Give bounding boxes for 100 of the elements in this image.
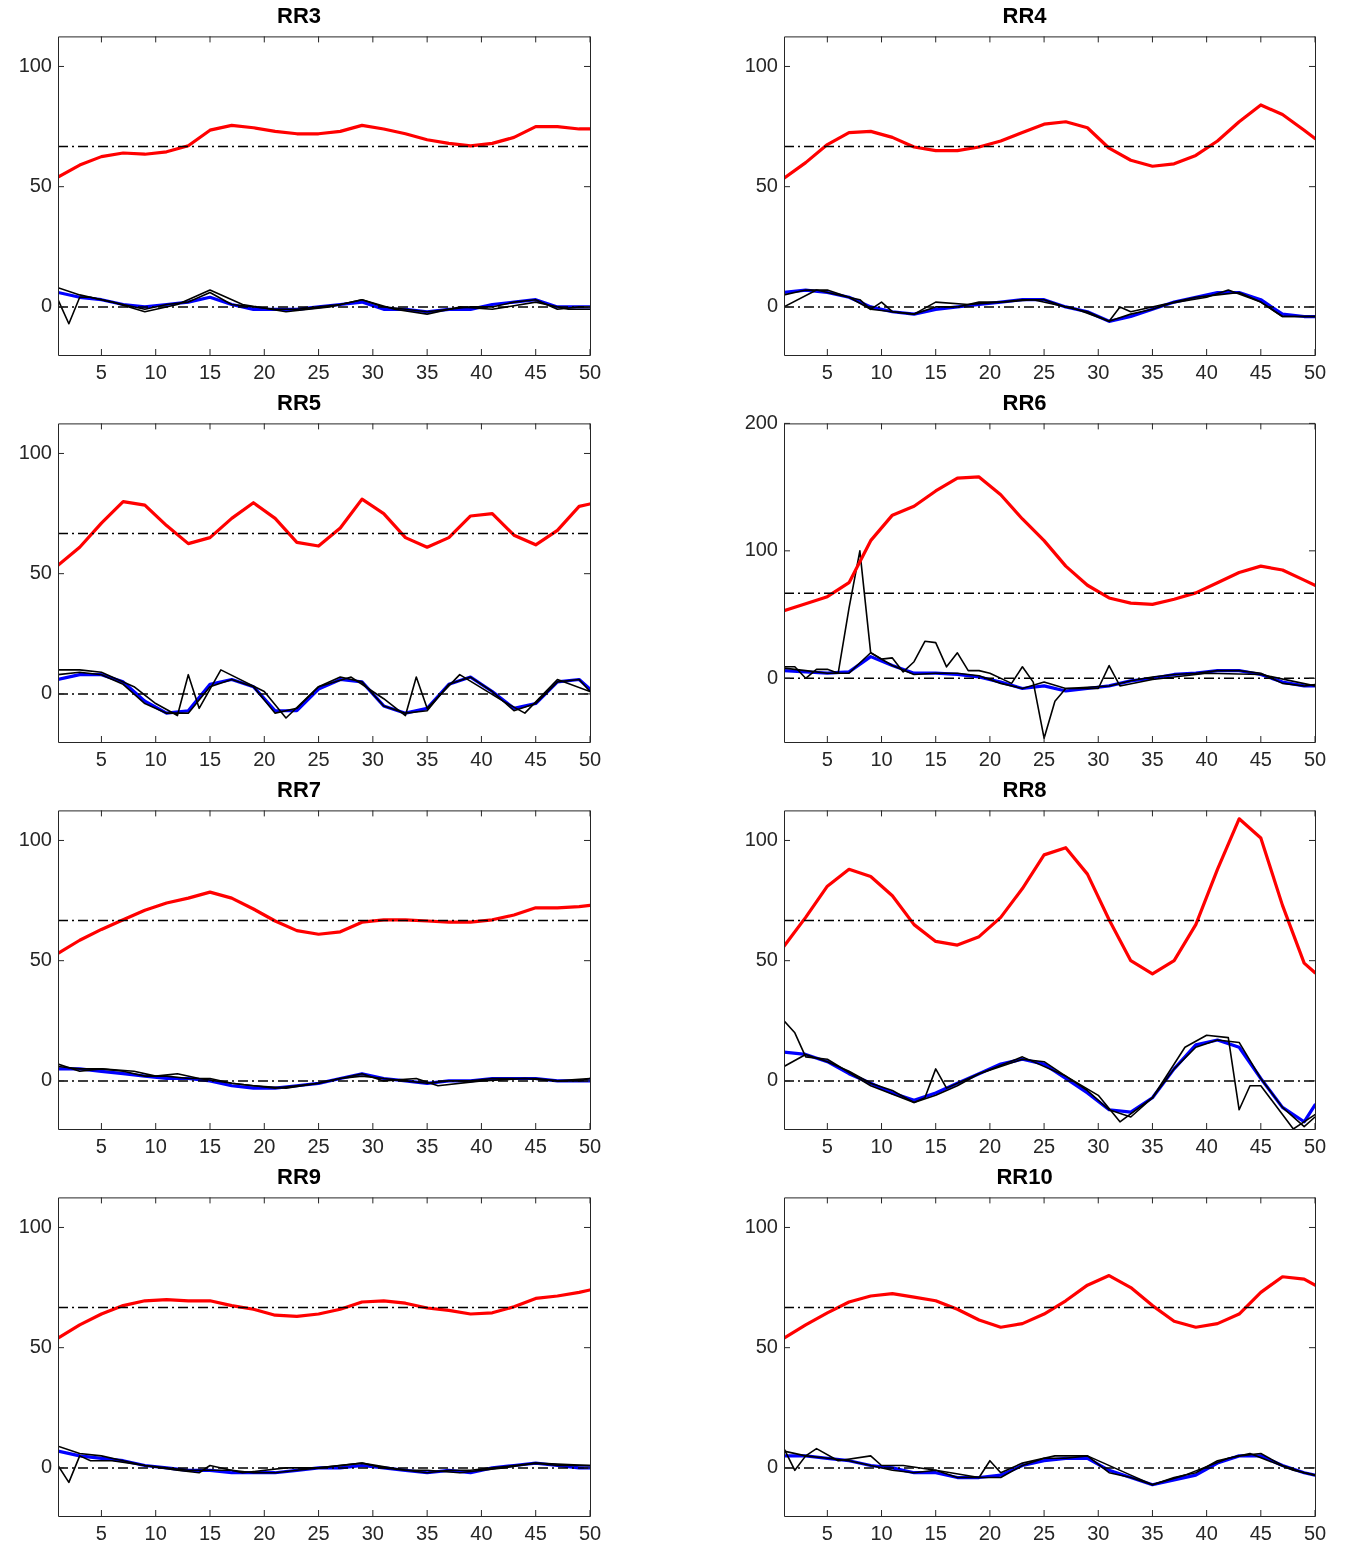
x-tick-label: 25 bbox=[1032, 1134, 1056, 1157]
y-tick-label: 100 bbox=[744, 53, 778, 76]
y-tick-label: 50 bbox=[29, 561, 52, 584]
x-tick-label: 35 bbox=[1141, 360, 1164, 383]
x-tick-label: 40 bbox=[470, 747, 493, 770]
x-tick-label: 10 bbox=[870, 1521, 893, 1544]
x-tick-label: 15 bbox=[198, 1134, 222, 1157]
y-tick-label: 0 bbox=[766, 1068, 778, 1091]
x-tick-label: 5 bbox=[821, 360, 833, 383]
x-tick-label: 45 bbox=[1249, 747, 1272, 770]
x-tick-label: 20 bbox=[253, 747, 276, 770]
x-tick-label: 10 bbox=[870, 1134, 893, 1157]
x-tick-label: 15 bbox=[924, 747, 947, 770]
x-tick-label: 25 bbox=[307, 1134, 330, 1157]
x-tick-label: 35 bbox=[1141, 747, 1164, 770]
x-tick-label: 20 bbox=[253, 1521, 276, 1544]
x-tick-label: 20 bbox=[978, 1134, 1002, 1157]
x-tick-label: 15 bbox=[198, 360, 222, 383]
x-tick-label: 30 bbox=[1087, 747, 1110, 770]
y-tick-label: 0 bbox=[766, 1455, 778, 1478]
x-tick-label: 5 bbox=[95, 1521, 107, 1544]
y-tick-label: 0 bbox=[40, 1455, 52, 1478]
x-tick-label: 20 bbox=[978, 1521, 1002, 1544]
y-tick-label: 100 bbox=[744, 827, 778, 850]
x-tick-label: 20 bbox=[253, 360, 276, 383]
y-tick-label: 100 bbox=[18, 1214, 52, 1237]
x-tick-label: 50 bbox=[578, 360, 602, 383]
x-tick-label: 35 bbox=[416, 1521, 439, 1544]
x-tick-label: 50 bbox=[1303, 1521, 1327, 1544]
x-tick-label: 15 bbox=[198, 1521, 222, 1544]
x-tick-label: 30 bbox=[361, 360, 384, 383]
chart-title: RR10 bbox=[996, 1164, 1053, 1190]
x-tick-label: 30 bbox=[1087, 1521, 1110, 1544]
x-tick-label: 15 bbox=[924, 1134, 947, 1157]
x-tick-label: 5 bbox=[821, 747, 833, 770]
x-tick-label: 35 bbox=[416, 1134, 439, 1157]
x-tick-label: 20 bbox=[978, 360, 1002, 383]
x-tick-label: 30 bbox=[361, 747, 384, 770]
x-tick-label: 10 bbox=[144, 747, 167, 770]
x-tick-label: 25 bbox=[307, 360, 330, 383]
x-tick-label: 50 bbox=[578, 747, 602, 770]
x-tick-label: 30 bbox=[1087, 1134, 1110, 1157]
x-tick-label: 50 bbox=[578, 1134, 602, 1157]
x-tick-label: 30 bbox=[361, 1134, 384, 1157]
x-tick-label: 35 bbox=[1141, 1521, 1164, 1544]
x-tick-label: 50 bbox=[1303, 747, 1327, 770]
x-tick-label: 40 bbox=[1195, 747, 1218, 770]
x-tick-label: 40 bbox=[1195, 1521, 1218, 1544]
x-tick-label: 5 bbox=[95, 360, 107, 383]
x-tick-label: 5 bbox=[95, 747, 107, 770]
x-tick-label: 5 bbox=[821, 1134, 833, 1157]
x-tick-label: 10 bbox=[144, 1521, 167, 1544]
y-tick-label: 100 bbox=[18, 53, 52, 76]
x-tick-label: 30 bbox=[361, 1521, 384, 1544]
x-tick-label: 40 bbox=[1195, 360, 1218, 383]
x-tick-label: 15 bbox=[924, 360, 947, 383]
chart-title: RR4 bbox=[1002, 3, 1048, 29]
x-tick-label: 5 bbox=[821, 1521, 833, 1544]
y-tick-label: 50 bbox=[755, 174, 778, 197]
x-tick-label: 15 bbox=[924, 1521, 947, 1544]
x-tick-label: 10 bbox=[870, 360, 893, 383]
x-tick-label: 25 bbox=[1032, 1521, 1056, 1544]
x-tick-label: 25 bbox=[1032, 360, 1056, 383]
x-tick-label: 20 bbox=[978, 747, 1002, 770]
y-tick-label: 100 bbox=[18, 440, 52, 463]
chart-title: RR3 bbox=[276, 3, 322, 29]
x-tick-label: 45 bbox=[524, 1134, 547, 1157]
x-tick-label: 25 bbox=[307, 1521, 330, 1544]
chart-title: RR5 bbox=[276, 390, 322, 416]
x-tick-label: 5 bbox=[95, 1134, 107, 1157]
x-tick-label: 45 bbox=[1249, 360, 1272, 383]
y-tick-label: 100 bbox=[744, 538, 778, 561]
chart-title: RR9 bbox=[276, 1164, 322, 1190]
x-tick-label: 30 bbox=[1087, 360, 1110, 383]
x-tick-label: 35 bbox=[416, 360, 439, 383]
chart-title: RR6 bbox=[1002, 390, 1047, 416]
x-tick-label: 10 bbox=[870, 747, 893, 770]
y-tick-label: 50 bbox=[755, 948, 778, 971]
x-tick-label: 45 bbox=[524, 360, 547, 383]
chart-title: RR8 bbox=[1002, 777, 1047, 803]
x-tick-label: 25 bbox=[307, 747, 330, 770]
x-tick-label: 35 bbox=[416, 747, 439, 770]
y-tick-label: 50 bbox=[29, 948, 52, 971]
y-tick-label: 200 bbox=[744, 410, 778, 433]
x-tick-label: 45 bbox=[1249, 1134, 1272, 1157]
chart-title: RR7 bbox=[276, 777, 322, 803]
y-tick-label: 0 bbox=[40, 1068, 52, 1091]
y-tick-label: 0 bbox=[40, 294, 52, 317]
y-tick-label: 50 bbox=[29, 174, 52, 197]
y-tick-label: 100 bbox=[18, 827, 52, 850]
x-tick-label: 10 bbox=[144, 1134, 167, 1157]
y-tick-label: 100 bbox=[744, 1214, 778, 1237]
x-tick-label: 20 bbox=[253, 1134, 276, 1157]
x-tick-label: 40 bbox=[1195, 1134, 1218, 1157]
x-tick-label: 40 bbox=[470, 360, 493, 383]
y-tick-label: 50 bbox=[29, 1335, 52, 1358]
x-tick-label: 40 bbox=[470, 1521, 493, 1544]
x-tick-label: 50 bbox=[578, 1521, 602, 1544]
x-tick-label: 45 bbox=[1249, 1521, 1272, 1544]
y-tick-label: 0 bbox=[766, 665, 778, 688]
